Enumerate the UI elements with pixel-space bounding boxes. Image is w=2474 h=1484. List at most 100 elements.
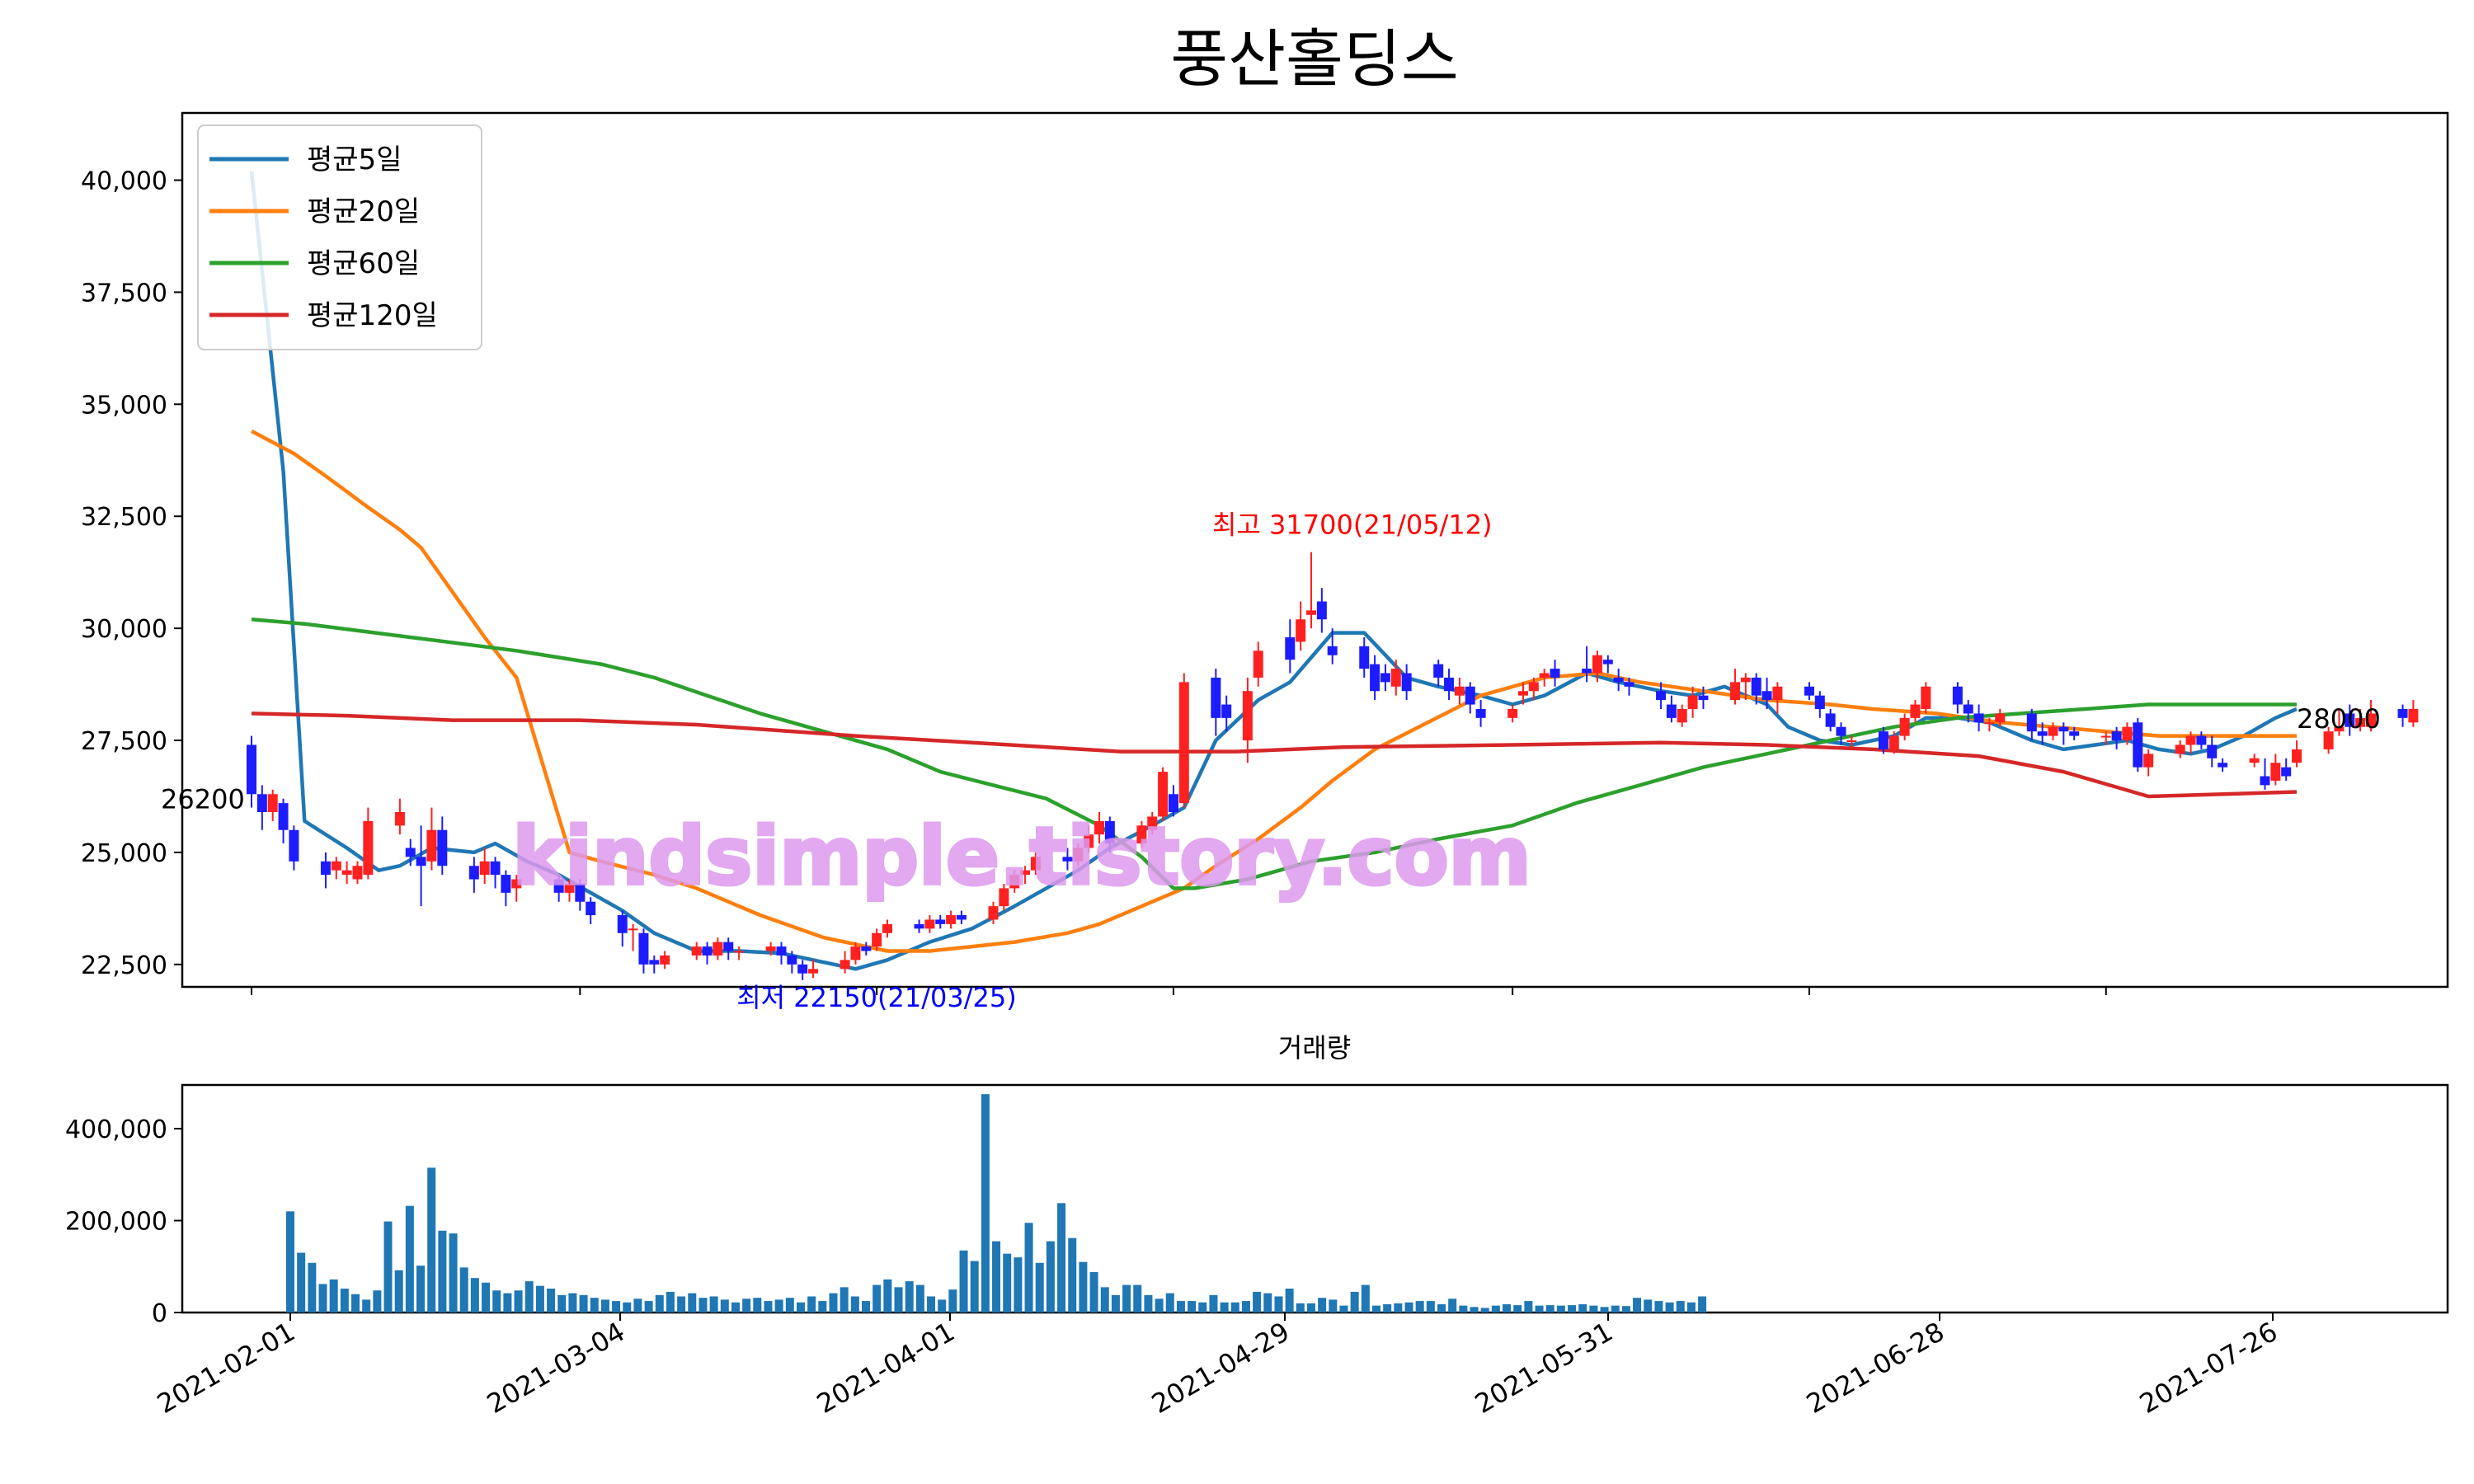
- volume-bar: [872, 1284, 882, 1313]
- candle: [1390, 660, 1401, 696]
- candle-body: [1888, 735, 1899, 749]
- candle-body: [511, 879, 522, 889]
- volume-bar: [1122, 1284, 1131, 1313]
- volume-x-tick-label: 2021-05-31: [1470, 1316, 1618, 1420]
- candle: [1804, 682, 1814, 701]
- candle-body: [850, 946, 861, 960]
- volume-bar: [547, 1289, 556, 1313]
- price-annotations: 최고 31700(21/05/12) 최저 22150(21/03/25) 2620…: [161, 510, 2381, 1013]
- candle-body: [2323, 731, 2334, 749]
- volume-bar: [698, 1298, 708, 1313]
- candle: [2207, 735, 2218, 768]
- volume-bar: [1155, 1298, 1164, 1313]
- candle: [1878, 726, 1888, 754]
- candle: [1020, 866, 1031, 884]
- volume-bar: [470, 1278, 479, 1313]
- candle-body: [2122, 726, 2133, 741]
- watermark: kindsimple.tistory.com: [512, 810, 1531, 903]
- candle-body: [660, 955, 670, 965]
- candle: [2397, 704, 2408, 727]
- candle-body: [765, 946, 776, 951]
- candle-body: [2196, 735, 2207, 745]
- candle-body: [1359, 646, 1370, 669]
- candle: [1009, 870, 1020, 893]
- candle-body: [1084, 834, 1094, 848]
- volume-bar: [308, 1262, 317, 1313]
- candle-body: [1380, 673, 1390, 683]
- candle-body: [914, 923, 924, 929]
- volume-bar: [1698, 1296, 1707, 1313]
- candle-body: [394, 812, 405, 826]
- volume-bar: [1503, 1303, 1512, 1313]
- candle: [2334, 708, 2345, 736]
- volume-bar: [1480, 1308, 1489, 1313]
- volume-x-tick-label: 2021-04-01: [811, 1316, 960, 1420]
- candle: [1550, 660, 1560, 687]
- candle-body: [553, 879, 564, 893]
- candle: [1984, 717, 1995, 732]
- volume-bar: [568, 1293, 577, 1313]
- candle: [320, 852, 331, 889]
- volume-x-axis: 2021-02-01 2021-03-04 2021-04-01 2021-04-29…: [152, 1313, 2283, 1420]
- candle: [988, 901, 999, 924]
- volume-x-tick-label: 2021-03-04: [482, 1316, 630, 1420]
- candle-body: [861, 946, 872, 951]
- candle-body: [787, 955, 797, 965]
- candle: [1030, 852, 1041, 876]
- candle: [1995, 708, 2006, 727]
- volume-bar: [1556, 1305, 1565, 1313]
- candle-body: [2048, 726, 2058, 736]
- volume-title: 거래량: [1278, 1032, 1351, 1064]
- volume-bar: [644, 1301, 653, 1313]
- candle: [1136, 820, 1147, 848]
- volume-bar: [623, 1302, 632, 1313]
- price-y-tick-label: 35,000: [81, 391, 167, 420]
- volume-bar: [329, 1279, 338, 1313]
- candle-body: [1454, 686, 1465, 696]
- candle: [1465, 682, 1475, 714]
- candle: [416, 825, 426, 907]
- candle-body: [872, 932, 882, 947]
- volume-bar: [1068, 1237, 1077, 1313]
- volume-bar: [1394, 1303, 1403, 1313]
- candle: [2345, 704, 2355, 736]
- volume-bar: [894, 1287, 903, 1313]
- candle-body: [426, 829, 437, 862]
- candle-body: [490, 861, 501, 876]
- candle-body: [1687, 695, 1698, 709]
- volume-bar: [633, 1298, 642, 1313]
- volume-x-tick-label: 2021-07-26: [2134, 1316, 2283, 1420]
- candle: [1084, 825, 1094, 852]
- candle: [1296, 601, 1306, 651]
- candle-body: [734, 951, 745, 953]
- volume-panel: 거래량 0 200,000 400,000 2021-02-01 2021-03-04…: [65, 1032, 2449, 1420]
- volume-bar: [981, 1094, 990, 1313]
- volume-bar: [612, 1301, 621, 1313]
- candle: [553, 875, 564, 902]
- volume-bar: [915, 1284, 924, 1313]
- candle: [1221, 695, 1232, 732]
- candle: [501, 870, 511, 907]
- candle-body: [1285, 637, 1296, 660]
- volume-bar: [1188, 1301, 1197, 1313]
- volume-bar: [1057, 1203, 1066, 1313]
- candle: [2366, 700, 2376, 732]
- candle: [1168, 785, 1178, 817]
- candle: [289, 825, 299, 871]
- candle-body: [1539, 673, 1550, 678]
- candle-body: [1836, 726, 1846, 736]
- candle-body: [1444, 677, 1455, 692]
- volume-bar: [590, 1298, 599, 1313]
- candle-body: [1952, 686, 1963, 705]
- volume-bar: [829, 1293, 838, 1313]
- volume-bar: [1545, 1305, 1554, 1313]
- volume-bar: [318, 1284, 327, 1313]
- candle: [797, 960, 808, 980]
- volume-bar: [1611, 1305, 1620, 1313]
- candle-body: [1730, 682, 1740, 701]
- candle-body: [501, 875, 511, 893]
- volume-bar: [459, 1267, 468, 1313]
- candle: [1677, 704, 1687, 727]
- volume-bar: [742, 1298, 751, 1313]
- candle: [734, 946, 745, 960]
